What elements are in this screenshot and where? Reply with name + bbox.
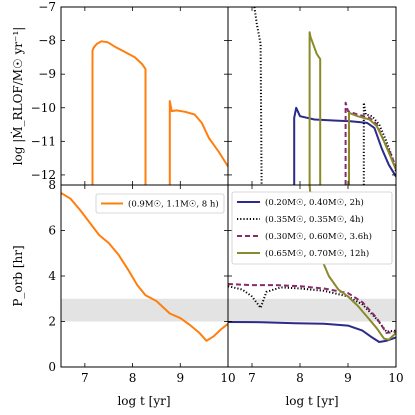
y-tick-label: 8 bbox=[48, 178, 56, 192]
x-tick-label: 9 bbox=[176, 371, 184, 385]
shaded-band bbox=[228, 298, 396, 322]
xlabel-left: log t [yr] bbox=[117, 394, 170, 408]
series-line bbox=[91, 40, 147, 185]
series-line bbox=[253, 7, 263, 185]
ylabel-bottom: P_orb [hr] bbox=[11, 245, 25, 306]
y-tick-label: 6 bbox=[48, 224, 56, 238]
panel-top-right bbox=[227, 6, 397, 186]
series-line bbox=[308, 31, 322, 185]
y-tick-label: −12 bbox=[31, 168, 56, 182]
series-line bbox=[61, 192, 228, 342]
x-tick-label: 9 bbox=[344, 371, 352, 385]
legend-bottom-left: (0.9M☉, 1.1M☉, 8 h) bbox=[95, 193, 225, 214]
ylabel-top: log |Ṁ_RLOF/M☉ yr⁻¹| bbox=[10, 27, 25, 166]
x-tick-label: 7 bbox=[81, 371, 89, 385]
x-tick-label: 8 bbox=[129, 371, 137, 385]
legend-bottom-right: (0.20M☉, 0.40M☉, 2h) (0.35M☉, 0.35M☉, 4h… bbox=[231, 191, 393, 265]
xlabel-right: log t [yr] bbox=[285, 394, 338, 408]
panel-top-left: −7 −8 −9 −10 −11 −12 bbox=[31, 0, 229, 186]
y-tick-label: 4 bbox=[48, 269, 56, 283]
y-tick-label: −7 bbox=[38, 0, 56, 14]
series-line bbox=[348, 111, 396, 185]
legend-label: (0.65M☉, 0.70M☉, 12h) bbox=[265, 248, 369, 259]
y-tick-label: 2 bbox=[48, 315, 56, 329]
x-tick-label: 10 bbox=[220, 371, 235, 385]
series-line bbox=[228, 285, 396, 333]
series-line bbox=[344, 101, 396, 185]
y-tick-label: −10 bbox=[31, 101, 56, 115]
series-line bbox=[228, 283, 396, 334]
legend-label: (0.30M☉, 0.60M☉, 3.6h) bbox=[265, 231, 372, 242]
axes-frame bbox=[227, 6, 397, 186]
y-tick-label: −8 bbox=[38, 34, 56, 48]
series-line bbox=[168, 100, 228, 185]
series-line bbox=[228, 321, 396, 343]
series-line bbox=[293, 106, 396, 185]
legend-label: (0.35M☉, 0.35M☉, 4h) bbox=[265, 214, 364, 225]
y-tick-label: 0 bbox=[48, 360, 56, 374]
y-tick-label: −9 bbox=[38, 67, 56, 81]
x-tick-label: 7 bbox=[248, 371, 256, 385]
legend-label: (0.20M☉, 0.40M☉, 2h) bbox=[265, 197, 364, 208]
x-tick-label: 8 bbox=[296, 371, 304, 385]
legend-label: (0.9M☉, 1.1M☉, 8 h) bbox=[128, 199, 219, 210]
panel-bottom-right: 7 8 9 10 bbox=[227, 184, 404, 385]
shaded-band bbox=[61, 298, 228, 322]
y-tick-label: −11 bbox=[31, 134, 56, 148]
x-tick-label: 10 bbox=[388, 371, 403, 385]
